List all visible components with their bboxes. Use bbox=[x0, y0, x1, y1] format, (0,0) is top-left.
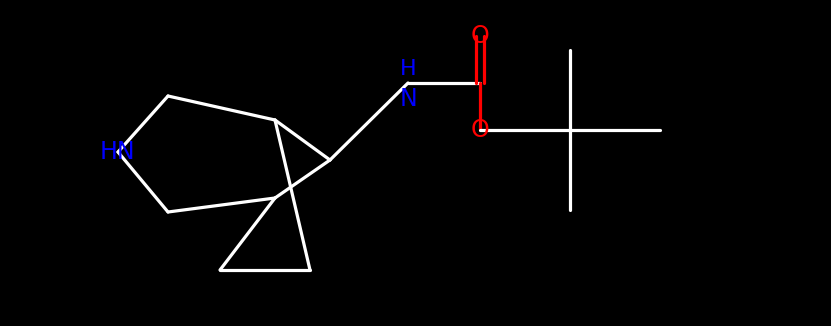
Text: N: N bbox=[399, 87, 417, 111]
Text: O: O bbox=[470, 24, 489, 48]
Text: O: O bbox=[470, 118, 489, 142]
Text: H: H bbox=[400, 59, 416, 79]
Text: HN: HN bbox=[100, 140, 135, 164]
